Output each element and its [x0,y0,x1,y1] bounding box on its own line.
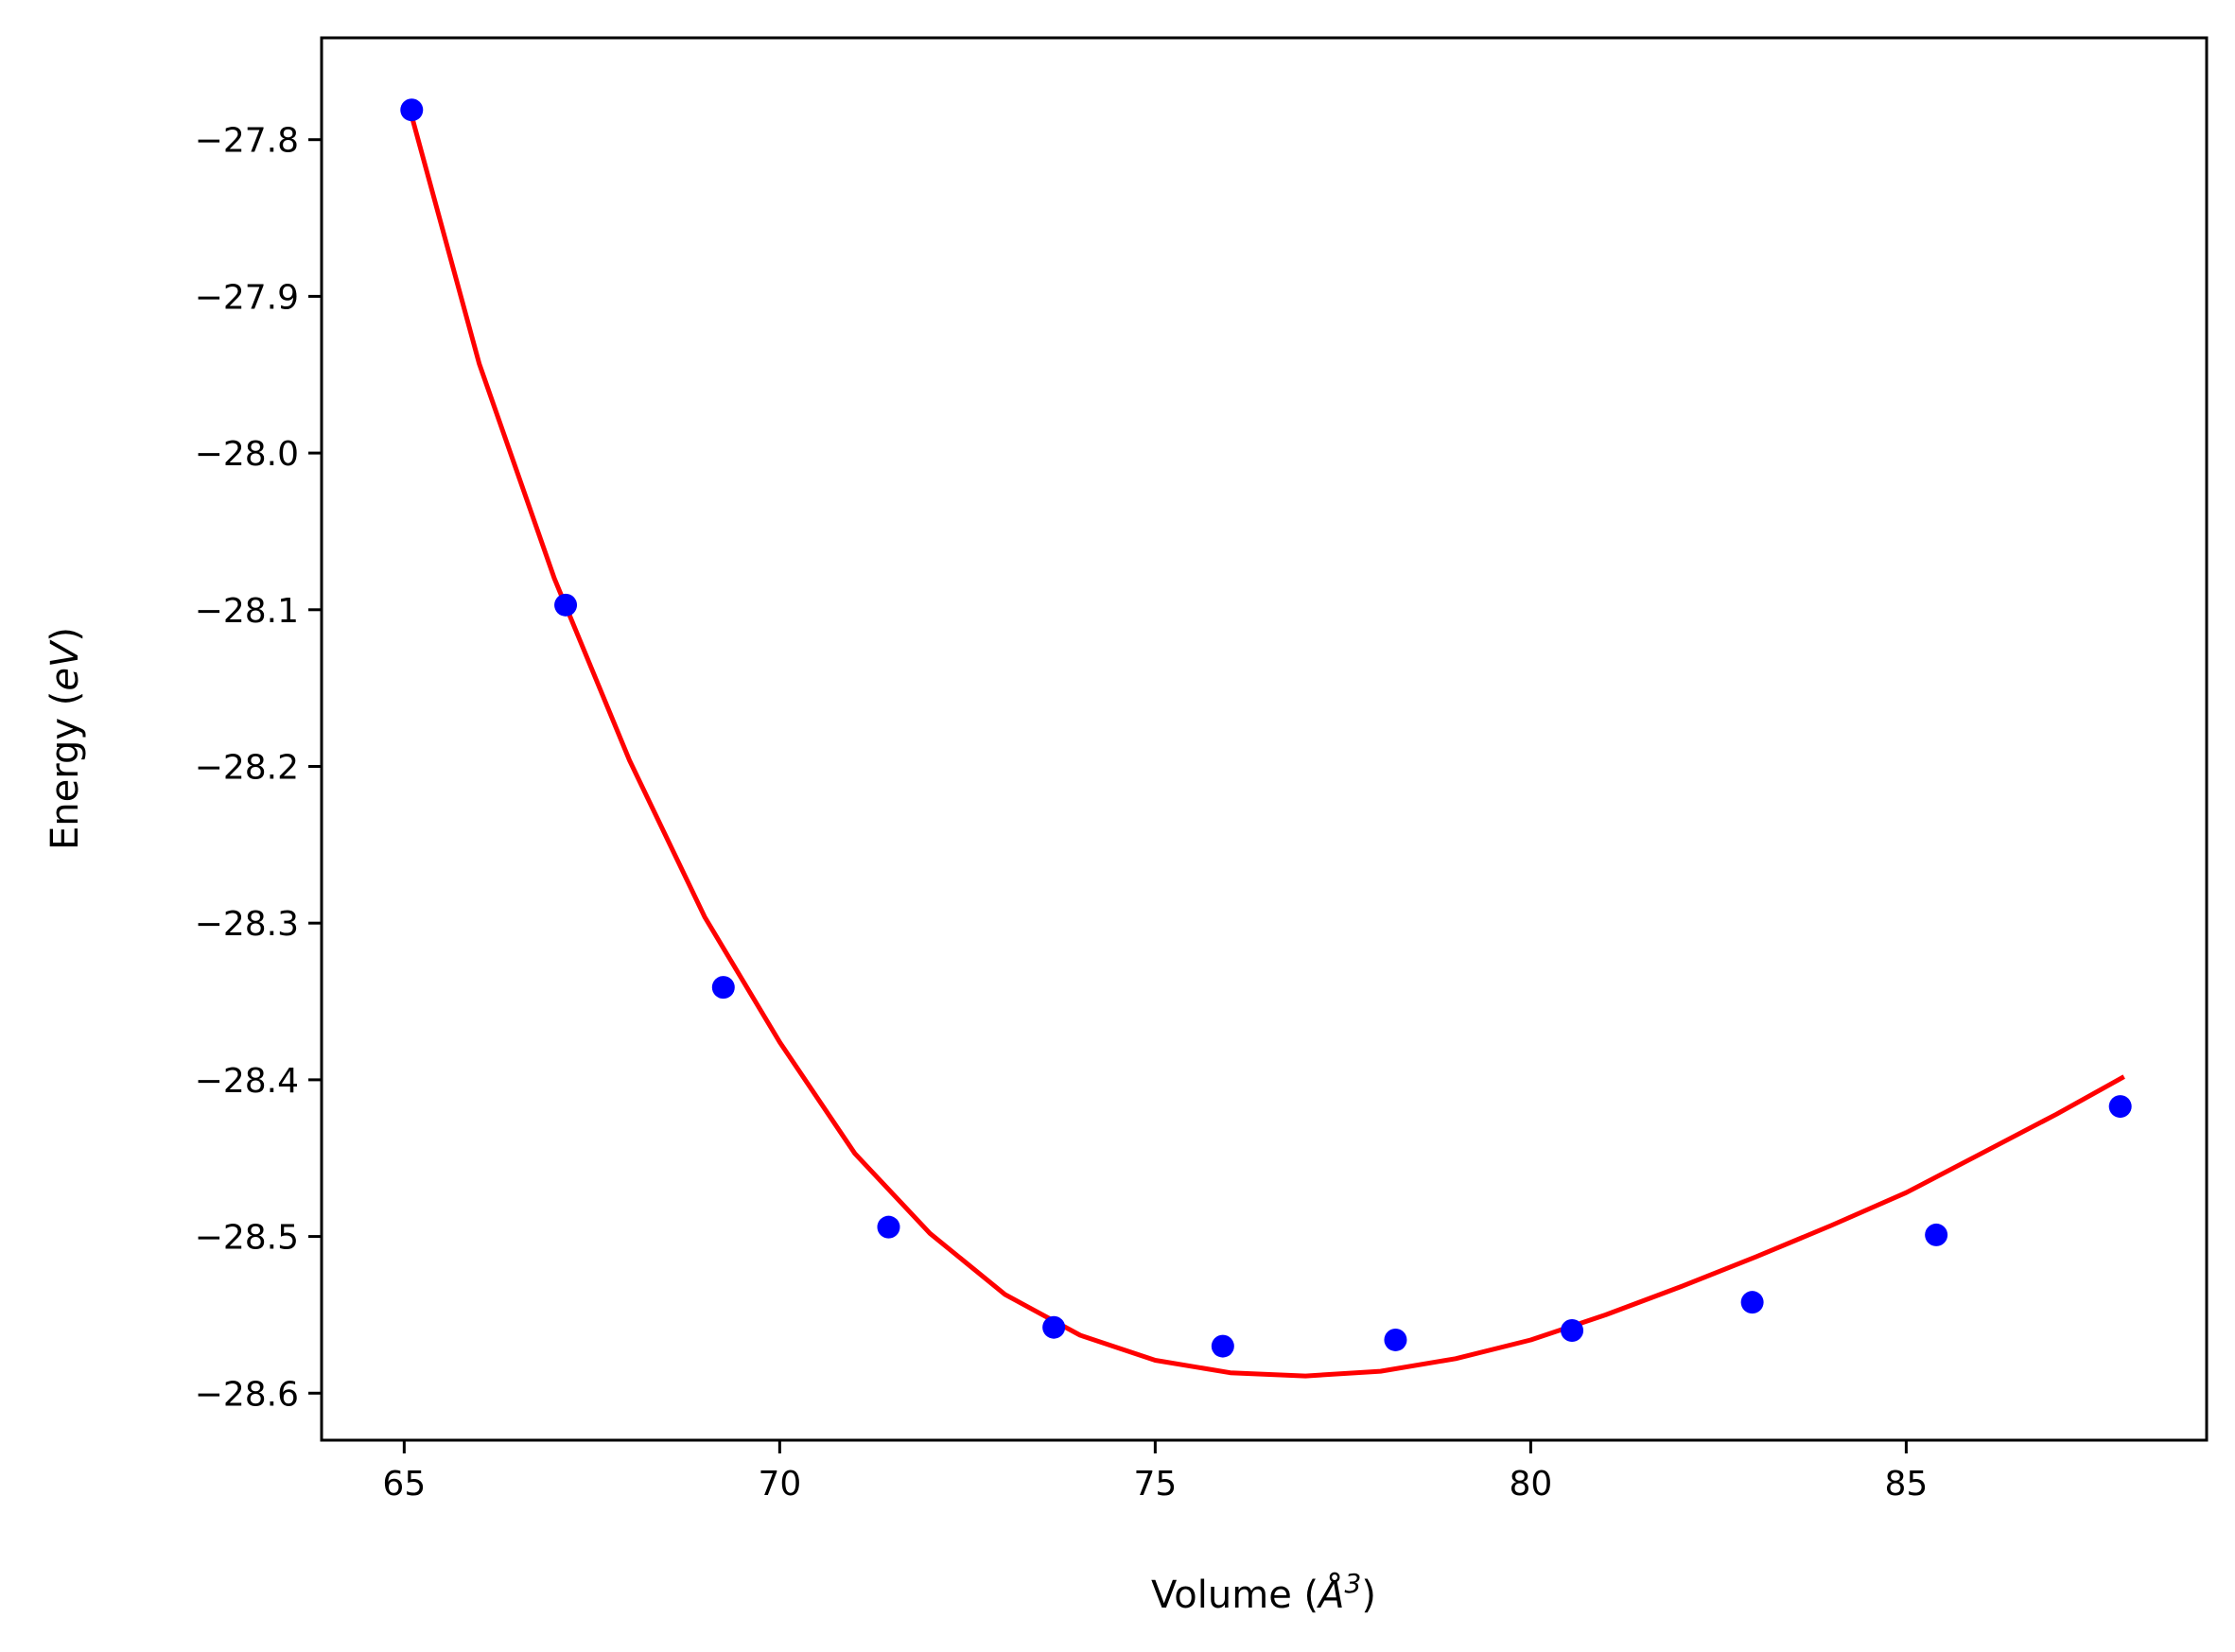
data-point [1211,1334,1234,1358]
y-axis-label-unit: eV [44,639,87,691]
data-point [400,98,424,122]
x-axis-label: Volume (Å3) [1151,1568,1376,1617]
y-tick-label: −28.3 [195,905,299,944]
x-tick-label: 70 [758,1465,801,1504]
y-tick-label: −28.4 [195,1062,299,1101]
x-axis-label-pre: Volume ( [1151,1574,1318,1617]
y-tick-label: −28.6 [195,1375,299,1414]
x-tick-label: 65 [382,1465,426,1504]
data-point [1561,1319,1584,1343]
data-point [1384,1328,1407,1351]
data-point [1740,1291,1764,1314]
x-tick-label: 85 [1884,1465,1928,1504]
data-point [1925,1223,1948,1246]
y-axis-label-pre: Energy ( [44,691,87,850]
y-tick-label: −28.2 [195,748,299,787]
data-point [1042,1315,1066,1339]
x-axis-label-post: ) [1361,1574,1376,1617]
y-axis-label-post: ) [44,627,87,642]
x-tick-label: 80 [1509,1465,1552,1504]
y-axis-label: Energy (eV) [44,627,87,850]
data-point [554,593,578,617]
y-tick-label: −27.9 [195,278,299,317]
data-point [877,1215,900,1239]
x-axis-label-superscript: 3 [1345,1568,1362,1599]
x-axis-ticks: 65 70 75 80 85 [382,1440,1928,1504]
x-axis-label-symbol: Å [1316,1572,1344,1617]
data-point [2108,1095,2132,1119]
y-tick-label: −28.5 [195,1219,299,1258]
plot-area [320,36,2209,1442]
y-tick-label: −28.1 [195,592,299,631]
series-layer [400,98,2132,1379]
y-tick-label: −27.8 [195,122,299,161]
y-tick-label: −28.0 [195,435,299,474]
y-axis-ticks: −27.8 −27.9 −28.0 −28.1 −28.2 −28.3 −28.4 −28.5… [195,122,322,1414]
fit-curve-line [409,115,2125,1379]
data-point [711,976,735,1000]
x-tick-label: 75 [1133,1465,1177,1504]
